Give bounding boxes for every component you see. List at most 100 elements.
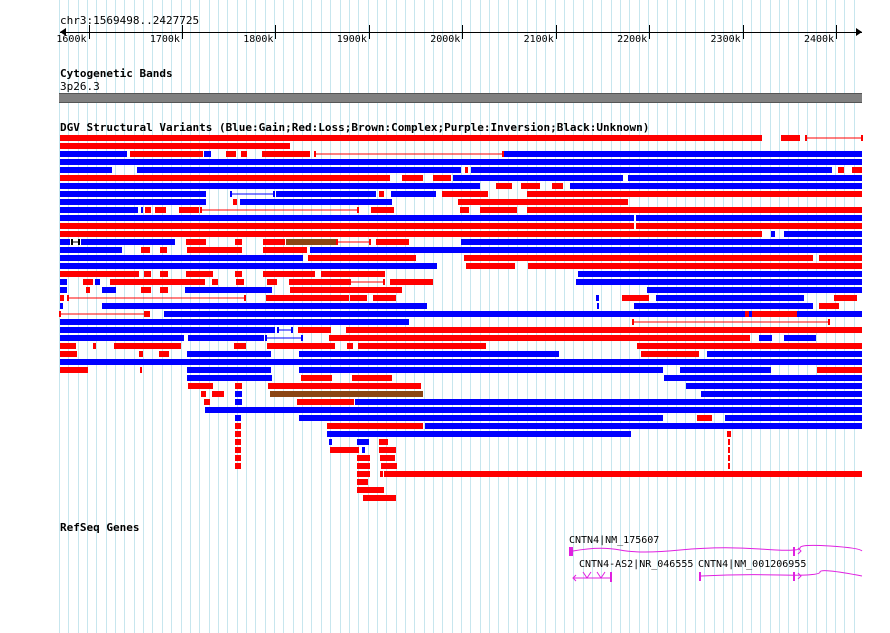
gain-variant[interactable] [60, 247, 122, 253]
loss-variant[interactable] [852, 167, 862, 173]
gain-variant[interactable] [60, 359, 862, 365]
loss-variant[interactable] [145, 311, 150, 317]
gene-model[interactable] [699, 570, 863, 581]
gain-variant[interactable] [60, 151, 127, 157]
loss-variant[interactable] [236, 279, 244, 285]
gain-variant[interactable] [784, 231, 862, 237]
gain-variant[interactable] [461, 239, 862, 245]
loss-variant[interactable] [60, 175, 390, 181]
gain-variant[interactable] [628, 175, 862, 181]
loss-variant[interactable] [728, 463, 730, 469]
loss-variant[interactable] [235, 463, 241, 469]
loss-variant[interactable] [263, 247, 307, 253]
loss-variant[interactable] [267, 343, 335, 349]
loss-variant[interactable] [329, 335, 750, 341]
loss-variant[interactable] [235, 447, 241, 453]
loss-variant[interactable] [235, 423, 241, 429]
loss-variant[interactable] [379, 191, 384, 197]
gain-variant[interactable] [60, 303, 63, 309]
variant-spanning-feature[interactable] [71, 239, 80, 245]
loss-variant[interactable] [376, 239, 409, 245]
loss-variant[interactable] [204, 399, 210, 405]
gain-variant[interactable] [299, 351, 559, 357]
loss-variant[interactable] [622, 295, 649, 301]
gain-variant[interactable] [235, 399, 242, 405]
variant-spanning-feature[interactable] [727, 431, 731, 437]
variant-spanning-feature[interactable] [230, 191, 275, 197]
loss-variant[interactable] [235, 455, 241, 461]
gain-variant[interactable] [187, 351, 271, 357]
loss-variant[interactable] [358, 343, 486, 349]
loss-variant[interactable] [201, 391, 206, 397]
loss-variant[interactable] [212, 279, 218, 285]
gain-variant[interactable] [357, 439, 369, 445]
loss-variant[interactable] [263, 239, 285, 245]
gain-variant[interactable] [453, 175, 623, 181]
loss-variant[interactable] [60, 143, 290, 149]
loss-variant[interactable] [235, 439, 241, 445]
gain-variant[interactable] [576, 279, 862, 285]
loss-variant[interactable] [144, 271, 151, 277]
loss-variant[interactable] [86, 287, 90, 293]
loss-variant[interactable] [442, 191, 488, 197]
gain-variant[interactable] [137, 167, 461, 173]
loss-variant[interactable] [357, 471, 370, 477]
loss-variant[interactable] [233, 199, 237, 205]
gain-variant[interactable] [164, 311, 862, 317]
loss-variant[interactable] [552, 183, 563, 189]
loss-variant[interactable] [235, 239, 242, 245]
loss-variant[interactable] [641, 351, 699, 357]
loss-variant[interactable] [139, 351, 143, 357]
gene-model[interactable] [572, 571, 612, 582]
gain-variant[interactable] [204, 151, 211, 157]
loss-variant[interactable] [745, 311, 749, 317]
loss-variant[interactable] [781, 135, 800, 141]
loss-variant[interactable] [160, 271, 168, 277]
loss-variant[interactable] [93, 343, 96, 349]
gain-variant[interactable] [141, 207, 143, 213]
loss-variant[interactable] [60, 135, 762, 141]
loss-variant[interactable] [298, 327, 331, 333]
loss-variant[interactable] [186, 271, 213, 277]
gene-label[interactable]: CNTN4|NM_001206955 [698, 559, 807, 570]
loss-variant[interactable] [290, 287, 402, 293]
loss-variant[interactable] [241, 151, 247, 157]
loss-variant[interactable] [308, 255, 416, 261]
gain-variant[interactable] [60, 167, 112, 173]
loss-variant[interactable] [357, 487, 384, 493]
gain-variant[interactable] [60, 159, 862, 165]
loss-variant[interactable] [141, 287, 151, 293]
loss-variant[interactable] [464, 255, 813, 261]
loss-variant[interactable] [819, 303, 839, 309]
loss-variant[interactable] [357, 455, 370, 461]
gain-variant[interactable] [680, 367, 771, 373]
gain-variant[interactable] [570, 183, 862, 189]
ruler-right-arrow-icon[interactable] [856, 28, 862, 36]
gain-variant[interactable] [60, 239, 70, 245]
gain-variant[interactable] [60, 335, 184, 341]
loss-variant[interactable] [402, 175, 423, 181]
loss-variant[interactable] [188, 383, 213, 389]
loss-variant[interactable] [140, 367, 142, 373]
loss-variant[interactable] [60, 271, 139, 277]
gain-variant[interactable] [504, 151, 862, 157]
gain-variant[interactable] [60, 279, 67, 285]
gain-variant[interactable] [60, 327, 275, 333]
loss-variant[interactable] [297, 399, 354, 405]
gain-variant[interactable] [60, 287, 67, 293]
loss-variant[interactable] [155, 207, 166, 213]
gain-variant[interactable] [60, 183, 480, 189]
loss-variant[interactable] [728, 439, 730, 445]
loss-variant[interactable] [347, 343, 353, 349]
gain-variant[interactable] [471, 167, 832, 173]
gain-variant[interactable] [60, 207, 138, 213]
gain-variant[interactable] [701, 391, 862, 397]
loss-variant[interactable] [60, 223, 634, 229]
gain-variant[interactable] [95, 279, 100, 285]
gain-variant[interactable] [60, 215, 634, 221]
loss-variant[interactable] [141, 247, 150, 253]
loss-variant[interactable] [234, 343, 246, 349]
variant-spanning-feature[interactable] [314, 151, 504, 157]
gain-variant[interactable] [299, 415, 663, 421]
loss-variant[interactable] [465, 167, 468, 173]
